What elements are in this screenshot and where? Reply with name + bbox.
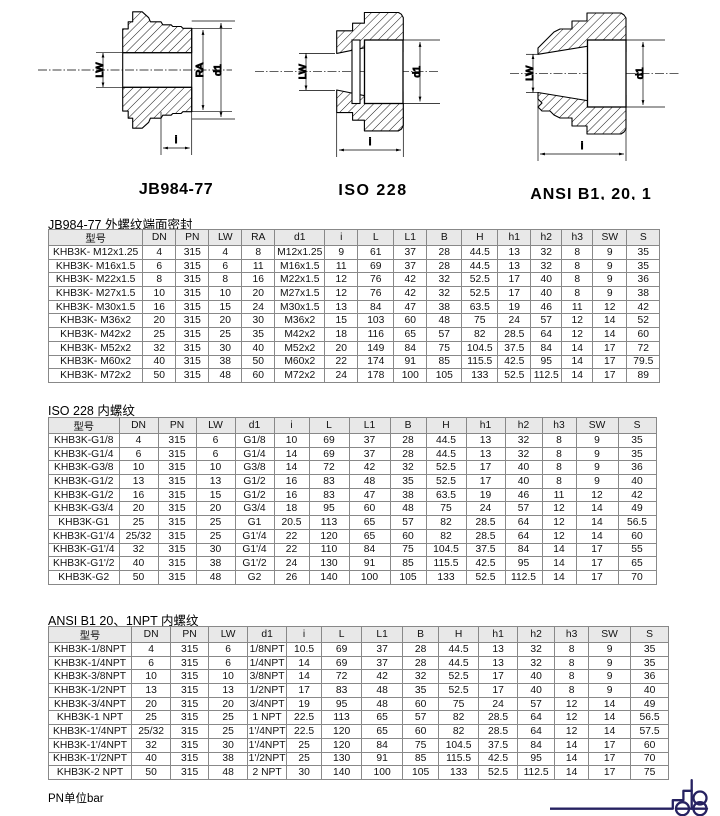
svg-text:JB984-77: JB984-77: [139, 181, 213, 198]
svg-text:i: i: [581, 140, 583, 152]
svg-text:LW: LW: [94, 62, 106, 77]
svg-text:d1: d1: [212, 64, 224, 76]
svg-text:ISO 228: ISO 228: [338, 182, 407, 199]
svg-text:RA: RA: [194, 63, 206, 78]
svg-text:i: i: [369, 136, 371, 148]
svg-text:d1: d1: [634, 67, 646, 79]
svg-text:d1: d1: [411, 66, 423, 78]
svg-text:LW: LW: [524, 66, 536, 81]
svg-text:LW: LW: [297, 64, 309, 79]
svg-text:i: i: [175, 134, 177, 146]
svg-text:ANSI B1, 20, 1: ANSI B1, 20, 1: [530, 186, 652, 200]
